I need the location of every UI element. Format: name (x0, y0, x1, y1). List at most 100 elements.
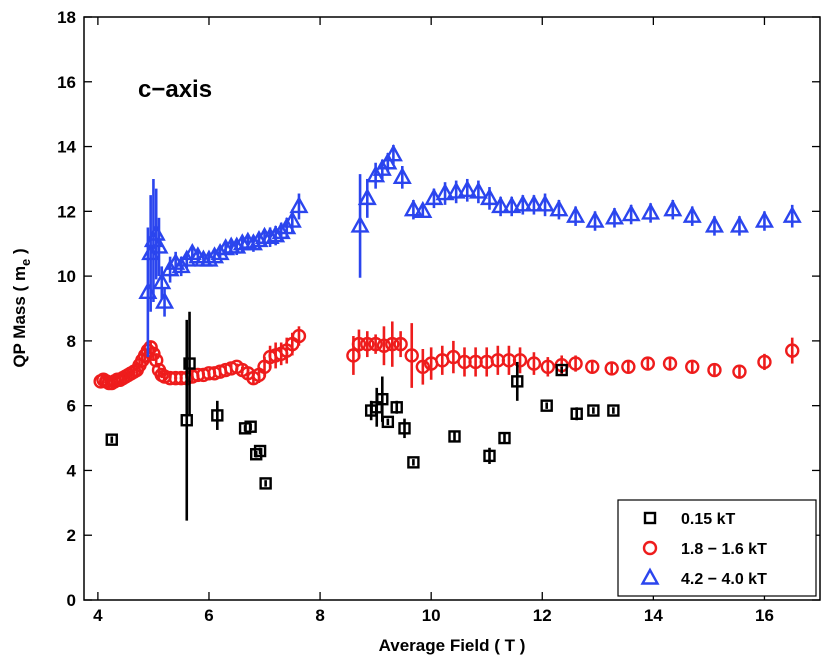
data-point (105, 433, 118, 446)
data-point (376, 338, 392, 353)
series-1 (93, 321, 800, 391)
data-point (249, 230, 269, 248)
data-point (413, 200, 433, 219)
data-point (398, 422, 411, 435)
data-point (291, 328, 307, 344)
data-point (513, 194, 533, 212)
data-point (604, 361, 619, 376)
data-point (732, 364, 747, 379)
data-point (566, 205, 586, 223)
series-layer (93, 144, 802, 521)
y-tick-label: 10 (57, 267, 76, 286)
data-point (282, 210, 302, 228)
data-point (479, 187, 500, 206)
data-point (540, 359, 556, 374)
data-point (149, 353, 164, 368)
data-point (407, 456, 420, 469)
data-point (526, 356, 542, 371)
data-point (415, 359, 431, 374)
y-tick-label: 0 (67, 591, 76, 610)
data-point (259, 477, 272, 490)
data-point (621, 359, 636, 374)
data-point (540, 399, 553, 412)
y-tick-label: 8 (67, 332, 76, 351)
data-point (757, 354, 772, 370)
data-point (404, 348, 419, 363)
data-point (368, 336, 383, 352)
data-point (585, 359, 600, 374)
x-tick-label: 10 (422, 606, 441, 625)
data-point (754, 210, 774, 228)
data-point (585, 210, 605, 228)
x-tick-label: 6 (204, 606, 213, 625)
x-tick-label: 8 (315, 606, 324, 625)
legend-marker-2 (640, 567, 660, 585)
data-point (204, 246, 225, 264)
data-point (555, 363, 568, 377)
data-point (457, 179, 477, 197)
data-point (152, 272, 172, 290)
data-point (707, 362, 722, 378)
data-point (663, 199, 683, 217)
plot-frame (83, 16, 821, 601)
data-point (641, 202, 661, 220)
data-point (511, 375, 524, 388)
data-point (512, 353, 528, 368)
data-point (289, 196, 309, 214)
y-tick-label: 16 (57, 73, 76, 92)
x-axis-title: Average Field ( T ) (379, 636, 526, 655)
y-tick-label: 4 (67, 461, 77, 480)
data-point (392, 166, 412, 185)
data-point (448, 430, 461, 443)
data-point (662, 356, 678, 371)
c-axis-annotation: c−axis (138, 76, 212, 103)
y-tick-label: 6 (67, 397, 76, 416)
data-point (498, 431, 511, 445)
data-point (383, 144, 403, 162)
data-point (381, 415, 395, 429)
data-point (468, 181, 488, 199)
data-point (524, 194, 544, 212)
data-point (535, 194, 555, 212)
data-point (385, 336, 400, 352)
y-axis-title-subscript: e (18, 259, 33, 266)
data-point (183, 357, 196, 370)
data-point (376, 392, 389, 406)
x-tick-label: 16 (755, 606, 774, 625)
data-point (483, 449, 496, 463)
data-point (403, 199, 423, 217)
data-point (782, 205, 802, 223)
data-point (216, 238, 236, 256)
y-tick-label: 14 (57, 138, 76, 157)
y-tick-label: 2 (67, 526, 76, 545)
legend-box (617, 499, 817, 597)
data-point (244, 420, 257, 433)
legend-label-2: 4.2 − 4.0 kT (681, 571, 767, 588)
data-point (149, 236, 169, 254)
data-point (155, 291, 175, 309)
axis-ticks: 4 6 8 10 12 14 16 0 2 4 6 8 10 12 14 16 18 (57, 8, 820, 625)
x-tick-label: 14 (644, 606, 663, 625)
data-point (360, 336, 375, 352)
x-tick-label: 12 (533, 606, 552, 625)
data-point (604, 207, 625, 225)
y-tick-label: 18 (57, 8, 76, 27)
data-point (685, 359, 700, 374)
data-point (729, 215, 749, 233)
y-tick-label: 12 (57, 202, 76, 221)
data-point (378, 152, 398, 170)
data-point (435, 183, 455, 201)
data-point (640, 356, 656, 371)
legend: 0.15 kT 1.8 − 1.6 kT 4.2 − 4.0 kT (617, 499, 817, 597)
data-point (393, 336, 408, 352)
data-point (266, 225, 286, 243)
legend-marker-0 (643, 511, 657, 525)
y-axis-title: QP Mass ( me ) (10, 248, 33, 367)
data-point (271, 221, 291, 240)
data-point (351, 336, 367, 352)
data-point (607, 404, 620, 417)
legend-label-0: 0.15 kT (681, 511, 735, 528)
legend-marker-1 (642, 540, 658, 556)
data-point (180, 414, 193, 427)
